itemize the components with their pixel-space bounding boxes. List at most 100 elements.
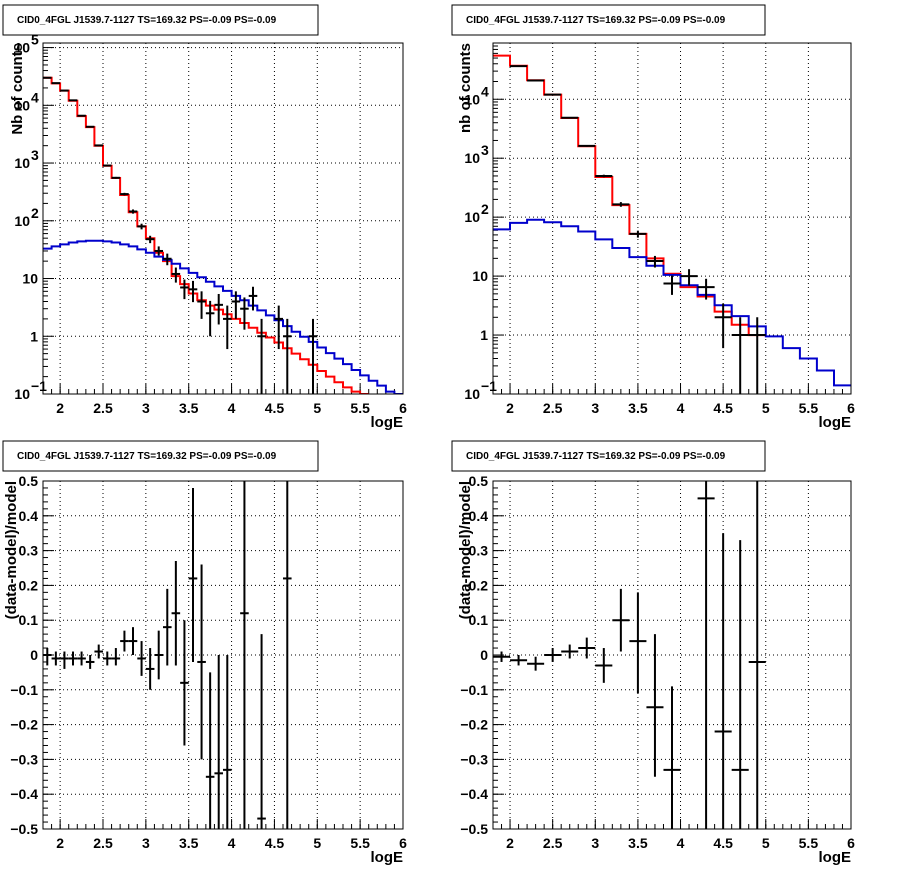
plot-counts-right: CID0_4FGL J1539.7-1127 TS=169.32 PS=-0.0… <box>451 4 855 431</box>
data-point <box>214 293 223 325</box>
x-tick-label: 4 <box>228 835 236 851</box>
x-tick-label: 5.5 <box>350 835 370 851</box>
chart-title: CID0_4FGL J1539.7-1127 TS=169.32 PS=-0.0… <box>466 15 726 26</box>
title-box <box>2 440 319 472</box>
data-point <box>120 192 129 196</box>
data-point <box>111 648 121 666</box>
data-point <box>197 291 206 319</box>
plot-area <box>493 43 851 394</box>
x-tick-label: 3.5 <box>628 835 648 851</box>
x-tick-label: 3 <box>142 400 150 416</box>
y-tick-label: 0.5 <box>469 473 489 489</box>
data-point <box>257 634 266 829</box>
title-box <box>2 4 319 36</box>
data-point <box>137 223 146 230</box>
y-axis-label: Nb of counts <box>9 43 26 135</box>
data-point <box>223 305 232 350</box>
y-tick-label: 1 <box>480 327 488 343</box>
data-point <box>748 317 766 394</box>
chart-title: CID0_4FGL J1539.7-1127 TS=169.32 PS=-0.0… <box>466 451 726 462</box>
x-tick-label: 2 <box>56 835 64 851</box>
data-point <box>510 65 528 68</box>
data-point <box>51 651 61 666</box>
y-tick-label: 1 <box>30 328 38 344</box>
data-point <box>180 620 189 746</box>
data-point <box>223 655 232 829</box>
x-tick-label: 4.5 <box>265 400 285 416</box>
x-axis-label: logE <box>819 849 852 866</box>
x-tick-label: 4 <box>677 400 685 416</box>
chart-title: CID0_4FGL J1539.7-1127 TS=169.32 PS=-0.0… <box>17 451 277 462</box>
y-axis-label: nb of counts <box>457 43 474 133</box>
y-tick-exponent: −1 <box>481 378 497 394</box>
x-tick-label: 5.5 <box>799 835 819 851</box>
data-point <box>578 637 596 659</box>
y-tick-label: −0.3 <box>460 751 488 767</box>
plot-frame <box>42 42 404 395</box>
y-tick-label: 10 <box>14 213 30 229</box>
series-line-total-model <box>493 54 766 337</box>
y-tick-label: 0.1 <box>19 612 39 628</box>
y-tick-label: −0.5 <box>10 821 38 837</box>
x-tick-label: 5 <box>762 400 770 416</box>
plot-residuals-left: CID0_4FGL J1539.7-1127 TS=169.32 PS=-0.0… <box>2 440 407 866</box>
y-tick-label: 0.3 <box>469 543 489 559</box>
y-tick-label: 0.2 <box>19 577 39 593</box>
y-tick-label: −0.2 <box>10 717 38 733</box>
y-tick-exponent: 3 <box>481 142 489 158</box>
y-tick-label: 10 <box>14 97 30 113</box>
data-point <box>128 209 138 214</box>
data-point <box>308 318 318 394</box>
data-point <box>714 303 732 349</box>
y-tick-label: 10 <box>22 271 38 287</box>
y-tick-label: 0.5 <box>19 473 39 489</box>
data-point <box>77 651 86 666</box>
data-point <box>595 648 613 683</box>
data-point <box>578 144 596 147</box>
series-line-source-model <box>43 239 403 394</box>
y-tick-label: −0.4 <box>460 786 488 802</box>
data-point <box>154 630 163 680</box>
x-tick-label: 2 <box>506 400 514 416</box>
data-point <box>527 79 545 82</box>
y-tick-label: −0.3 <box>10 751 38 767</box>
y-tick-label: 0.4 <box>19 508 39 524</box>
data-point <box>663 275 681 295</box>
plot-residuals-right: CID0_4FGL J1539.7-1127 TS=169.32 PS=-0.0… <box>451 440 855 866</box>
y-tick-label: 10 <box>464 150 480 166</box>
x-tick-label: 3 <box>591 835 599 851</box>
plot-counts-left: CID0_4FGL J1539.7-1127 TS=169.32 PS=-0.0… <box>2 4 407 431</box>
data-point <box>145 648 155 690</box>
y-tick-exponent: 5 <box>31 32 39 48</box>
x-tick-label: 4 <box>228 400 236 416</box>
data-point <box>85 125 95 128</box>
y-tick-label: 0.1 <box>469 612 489 628</box>
y-tick-label: 0.2 <box>469 577 489 593</box>
data-point <box>510 655 528 666</box>
x-tick-label: 4 <box>677 835 685 851</box>
data-point <box>274 305 283 350</box>
x-tick-label: 3 <box>591 400 599 416</box>
data-point <box>714 533 732 829</box>
data-point <box>188 487 198 662</box>
data-point <box>111 176 121 179</box>
plot-frame <box>492 42 852 395</box>
data-point <box>544 93 562 96</box>
data-point <box>646 634 664 777</box>
plot-area <box>43 43 403 394</box>
x-tick-label: 6 <box>399 835 407 851</box>
x-tick-label: 4.5 <box>713 400 733 416</box>
x-tick-label: 5 <box>313 835 321 851</box>
x-tick-label: 5 <box>313 400 321 416</box>
data-point <box>231 291 241 319</box>
data-point <box>51 82 61 85</box>
data-point <box>163 588 172 666</box>
data-point <box>180 279 189 300</box>
data-point <box>527 656 545 671</box>
data-point <box>68 651 78 666</box>
y-tick-exponent: 2 <box>481 201 489 217</box>
data-point <box>128 627 138 655</box>
x-tick-label: 4.5 <box>713 835 733 851</box>
x-axis-label: logE <box>371 414 404 431</box>
